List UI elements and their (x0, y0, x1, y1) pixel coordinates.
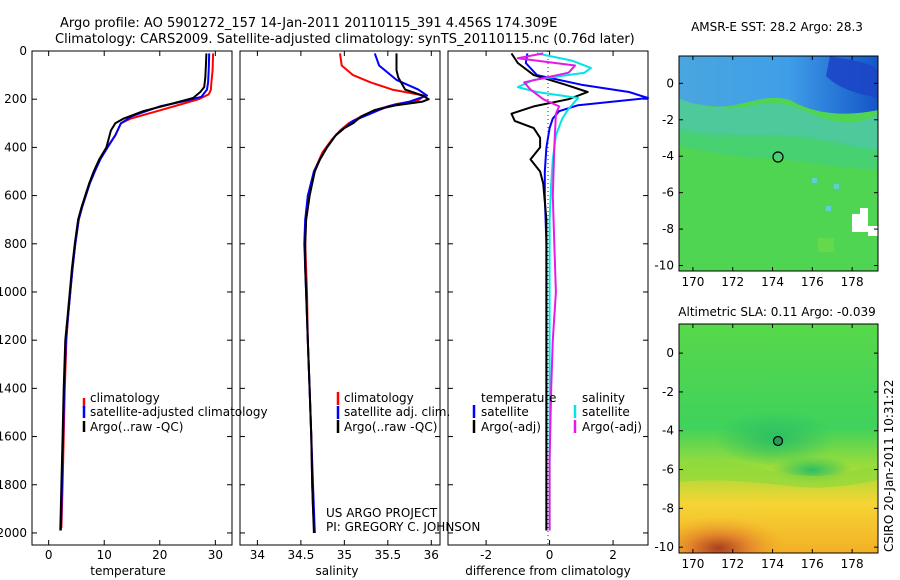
sla-map-title: Altimetric SLA: 0.11 Argo: -0.039 (678, 305, 875, 319)
y-tick-label: 1400 (0, 381, 27, 395)
temperature-axes (31, 50, 233, 546)
sla-argo-float-marker (772, 435, 784, 447)
legend-title-temperature: temperature (481, 391, 556, 405)
y-tick-label: 1600 (0, 430, 27, 444)
map-x-tick-label: 176 (801, 275, 824, 289)
series-line-satellite-adjusted-climatology (59, 53, 211, 531)
legend-label-satellite-adjusted: satellite-adjusted climatology (90, 405, 268, 419)
difference-axes (447, 50, 649, 546)
sla-ticks: 170 172 174 176 178 0 -2 -4 -6 -8 -10 (654, 324, 878, 571)
legend-label-temperature-argo: Argo(-adj) (481, 420, 541, 434)
y-tick-label: 800 (4, 237, 27, 251)
legend-label-climatology: climatology (90, 391, 160, 405)
x-tick-label: 20 (152, 548, 167, 562)
sst-map-frame (678, 55, 879, 272)
x-tick-label: 30 (208, 548, 223, 562)
figure-title-line2: Climatology: CARS2009. Satellite-adjuste… (55, 32, 635, 47)
y-tick-label: 0 (19, 44, 27, 58)
sst-map: AMSR-E SST: 28.2 Argo: 28.3 170 172 174 176… (654, 20, 879, 289)
sla-heatmap-field (679, 324, 878, 553)
legend-label-satellite-adj: satellite adj. clim. (344, 405, 450, 419)
map-y-tick-label: -4 (662, 149, 674, 163)
sla-map: Altimetric SLA: 0.11 Argo: -0.039 170 172… (654, 305, 879, 571)
legend-label-argo: Argo(..raw -QC) (344, 420, 437, 434)
map-x-tick-label: 172 (721, 557, 744, 571)
series-line-temperature-argo-adj- (510, 52, 589, 531)
map-x-tick-label: 176 (801, 557, 824, 571)
map-x-tick-label: 178 (841, 275, 864, 289)
map-x-tick-label: 174 (761, 557, 784, 571)
sst-heatmap-field (679, 56, 878, 271)
x-tick-label: 35 (337, 548, 352, 562)
x-tick-label: 35.5 (374, 548, 401, 562)
sst-map-title: AMSR-E SST: 28.2 Argo: 28.3 (691, 20, 863, 34)
x-tick-label: 0 (546, 548, 554, 562)
legend-label-argo: Argo(..raw -QC) (90, 420, 183, 434)
map-x-tick-label: 178 (841, 557, 864, 571)
salinity-legend: climatology satellite adj. clim. Argo(..… (326, 391, 480, 534)
series-line-climatology (304, 53, 426, 534)
series-line-salinity-satellite (516, 52, 592, 531)
y-tick-label: 200 (4, 92, 27, 106)
x-tick-label: -2 (480, 548, 492, 562)
series-line-satellite-adj-clim- (303, 53, 428, 534)
salinity-xlabel: salinity (315, 564, 358, 578)
map-y-tick-label: -2 (662, 385, 674, 399)
map-y-tick-label: -8 (662, 501, 674, 515)
map-x-tick-label: 174 (761, 275, 784, 289)
difference-legend: temperature salinity satellite Argo(-adj… (472, 391, 642, 434)
series-line-argo-raw-qc- (59, 53, 208, 531)
credit-timestamp: CSIRO 20-Jan-2011 10:31:22 (882, 380, 896, 552)
x-tick-label: 10 (97, 548, 112, 562)
series-line-temperature-satellite (524, 53, 649, 531)
temperature-xlabel: temperature (90, 564, 165, 578)
map-y-tick-label: 0 (666, 346, 674, 360)
legend-label-temperature-satellite: satellite (481, 405, 529, 419)
x-tick-label: 2 (609, 548, 617, 562)
legend-title-salinity: salinity (582, 391, 625, 405)
map-y-tick-label: 0 (666, 76, 674, 90)
x-tick-label: 0 (45, 548, 53, 562)
sla-map-frame (678, 323, 879, 554)
map-x-tick-label: 170 (681, 275, 704, 289)
map-y-tick-label: -4 (662, 424, 674, 438)
map-y-tick-label: -6 (662, 186, 674, 200)
x-tick-label: 34.5 (288, 548, 315, 562)
map-y-tick-label: -6 (662, 463, 674, 477)
legend-label-salinity-argo: Argo(-adj) (582, 420, 642, 434)
y-tick-label: 400 (4, 140, 27, 154)
y-tick-label: 2000 (0, 526, 27, 540)
difference-xlabel: difference from climatology (465, 564, 631, 578)
map-y-tick-label: -2 (662, 113, 674, 127)
series-line-argo-raw-qc- (304, 53, 430, 534)
legend-label-climatology: climatology (344, 391, 414, 405)
sst-argo-float-marker (772, 151, 784, 163)
temperature-legend: climatology satellite-adjusted climatolo… (82, 391, 268, 434)
series-line-salinity-argo-adj- (516, 52, 576, 531)
y-tick-label: 1000 (0, 285, 27, 299)
temperature-plot: 0 10 20 30 0 200 400 600 800 1000 1200 1400 1600 1800… (0, 44, 232, 562)
y-tick-label: 1200 (0, 333, 27, 347)
legend-label-salinity-satellite: satellite (582, 405, 630, 419)
series-line-climatology (60, 53, 215, 529)
x-tick-label: 34 (250, 548, 265, 562)
project-annotation-line1: US ARGO PROJECT (326, 506, 438, 520)
salinity-axes (239, 50, 441, 546)
project-annotation-line2: PI: GREGORY C. JOHNSON (326, 520, 480, 534)
y-tick-label: 600 (4, 189, 27, 203)
map-x-tick-label: 170 (681, 557, 704, 571)
difference-plot: -2 0 2 (448, 50, 649, 562)
y-tick-label: 1800 (0, 478, 27, 492)
map-y-tick-label: -8 (662, 222, 674, 236)
map-y-tick-label: -10 (654, 259, 674, 273)
salinity-plot: 34 34.5 35 35.5 36 (240, 50, 440, 562)
figure-title-line1: Argo profile: AO 5901272_157 14-Jan-2011… (60, 16, 557, 31)
map-y-tick-label: -10 (654, 540, 674, 554)
map-x-tick-label: 172 (721, 275, 744, 289)
x-tick-label: 36 (424, 548, 439, 562)
sst-ticks: 170 172 174 176 178 0 -2 -4 -6 -8 -10 (654, 56, 878, 289)
